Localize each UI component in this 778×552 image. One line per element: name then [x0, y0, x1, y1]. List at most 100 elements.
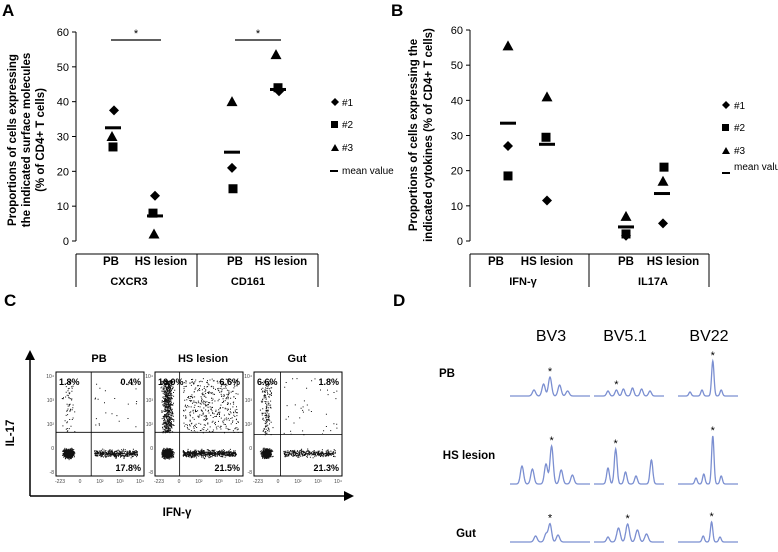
panel-a-chart: A Proportions of cells expressing the in… — [2, 1, 394, 288]
panel-a-ylabel-2: the indicated surface molecules — [21, 53, 33, 227]
legend-triangle-marker — [722, 147, 730, 154]
facs-xtick-label: 10⁴ — [136, 479, 144, 485]
mean-bar — [539, 142, 555, 146]
y-tick-label: 40 — [451, 95, 463, 107]
y-tick-label: 60 — [57, 27, 69, 39]
data-point-triangle — [541, 91, 553, 102]
y-tick-label: 60 — [451, 25, 463, 37]
col-header-bv3: BV3 — [536, 328, 566, 345]
legend-diamond-marker — [331, 98, 339, 106]
data-point-diamond — [658, 218, 668, 229]
facs-ytick-label: 10⁴ — [145, 374, 153, 380]
spectratype-trace — [678, 520, 738, 543]
panel-b-axes: 0 10 20 30 40 50 60 PB HS lesion PB HS lesion IFN-γ… — [451, 25, 710, 288]
spectratype-trace — [678, 435, 738, 485]
peak-star: * — [625, 513, 630, 525]
facs-ytick-label: -8 — [248, 470, 253, 476]
mean-bar — [105, 126, 121, 130]
y-tick-label: 30 — [57, 132, 69, 144]
panel-d-label: D — [393, 291, 405, 310]
data-point-diamond — [227, 162, 237, 173]
facs-xtick-label: 10³ — [215, 479, 223, 485]
category-label: HS lesion — [135, 256, 187, 268]
y-tick-label: 0 — [457, 236, 463, 248]
facs-plot-title: HS lesion — [178, 353, 228, 365]
peak-star: * — [711, 350, 716, 362]
facs-xtick-label: 10³ — [116, 479, 124, 485]
panel-b-ylabel-2: indicated cytokines (% of CD4+ T cells) — [423, 28, 435, 242]
facs-xtick-label: 10⁴ — [334, 479, 342, 485]
facs-ylabel: IL-17 — [5, 420, 17, 447]
facs-dots — [259, 378, 338, 460]
facs-ytick-label: 10⁴ — [244, 374, 252, 380]
category-label: PB — [618, 256, 634, 268]
mean-bar — [618, 225, 634, 229]
facs-ytick-label: 10³ — [146, 398, 154, 404]
col-header-bv5-1: BV5.1 — [603, 328, 647, 345]
panel-b-marks — [500, 40, 670, 241]
facs-ytick-label: -8 — [149, 470, 154, 476]
col-header-bv22: BV22 — [689, 328, 728, 345]
facs-ytick-label: 0 — [249, 446, 252, 452]
facs-ytick-label: 10² — [47, 422, 55, 428]
legend-label-3: #3 — [342, 143, 354, 154]
spectratype-trace — [594, 387, 664, 397]
group-label: IFN-γ — [509, 276, 537, 288]
legend-triangle-marker — [331, 144, 339, 151]
spectratype-trace — [510, 444, 590, 485]
legend-diamond-marker — [722, 101, 730, 109]
peak-star: * — [549, 435, 554, 447]
panel-a-ylabel-1: Proportions of cells expressing — [7, 54, 19, 226]
peak-star: * — [709, 511, 714, 523]
facs-plot-frame — [253, 371, 343, 477]
data-point-diamond — [109, 105, 119, 116]
facs-ytick-label: -8 — [50, 470, 55, 476]
category-label: HS lesion — [255, 256, 307, 268]
panel-b-legend: #1 #2 #3 mean value — [722, 101, 778, 174]
spectratype-traces: * * * * * * * * * — [510, 350, 738, 543]
quadrant-upper-left-value: 6.6% — [257, 377, 278, 387]
legend-label-1: #1 — [342, 98, 354, 109]
quadrant-upper-right-value: 6.6% — [219, 377, 240, 387]
y-tick-label: 30 — [451, 131, 463, 143]
significance-star: * — [256, 28, 261, 40]
data-point-square — [621, 229, 631, 239]
category-label: HS lesion — [647, 256, 699, 268]
data-point-triangle — [106, 131, 118, 141]
y-tick-label: 50 — [57, 62, 69, 74]
group-label: IL17A — [638, 276, 668, 288]
legend-label-1: #1 — [734, 101, 746, 112]
data-point-square — [148, 208, 158, 218]
spectratype-trace — [510, 375, 590, 397]
row-label-pb: PB — [439, 368, 455, 380]
facs-ytick-label: 10³ — [47, 398, 55, 404]
facs-dots — [160, 378, 239, 460]
y-tick-label: 20 — [451, 166, 463, 178]
data-point-square — [503, 171, 513, 181]
facs-xlabel: IFN-γ — [163, 507, 192, 519]
spectratype-trace — [678, 358, 738, 397]
panel-b-chart: B Proportions of cells expressing the in… — [391, 1, 778, 288]
peak-star: * — [548, 513, 553, 525]
group-label: CD161 — [231, 276, 265, 288]
legend-mean-marker — [330, 170, 338, 172]
quadrant-upper-right-value: 1.8% — [318, 377, 339, 387]
legend-label-mean: mean value — [342, 166, 394, 177]
legend-mean-marker — [722, 172, 730, 174]
quadrant-lower-right-value: 17.8% — [115, 463, 141, 473]
facs-y-arrowhead — [25, 350, 35, 360]
significance-star: * — [134, 28, 139, 40]
peak-star: * — [711, 425, 716, 437]
panel-b-label: B — [391, 1, 403, 20]
legend-label-mean: mean value — [734, 162, 778, 173]
category-label: PB — [103, 256, 119, 268]
mean-bar — [224, 150, 240, 154]
facs-ytick-label: 10⁴ — [46, 374, 54, 380]
facs-xtick-label: 10² — [96, 479, 104, 485]
panel-c-label: C — [4, 291, 16, 310]
data-point-diamond — [503, 141, 513, 152]
panel-b-ylabel-1: Proportions of cells expressing the — [408, 39, 420, 231]
facs-ytick-label: 10² — [146, 422, 154, 428]
data-point-triangle — [502, 40, 514, 51]
